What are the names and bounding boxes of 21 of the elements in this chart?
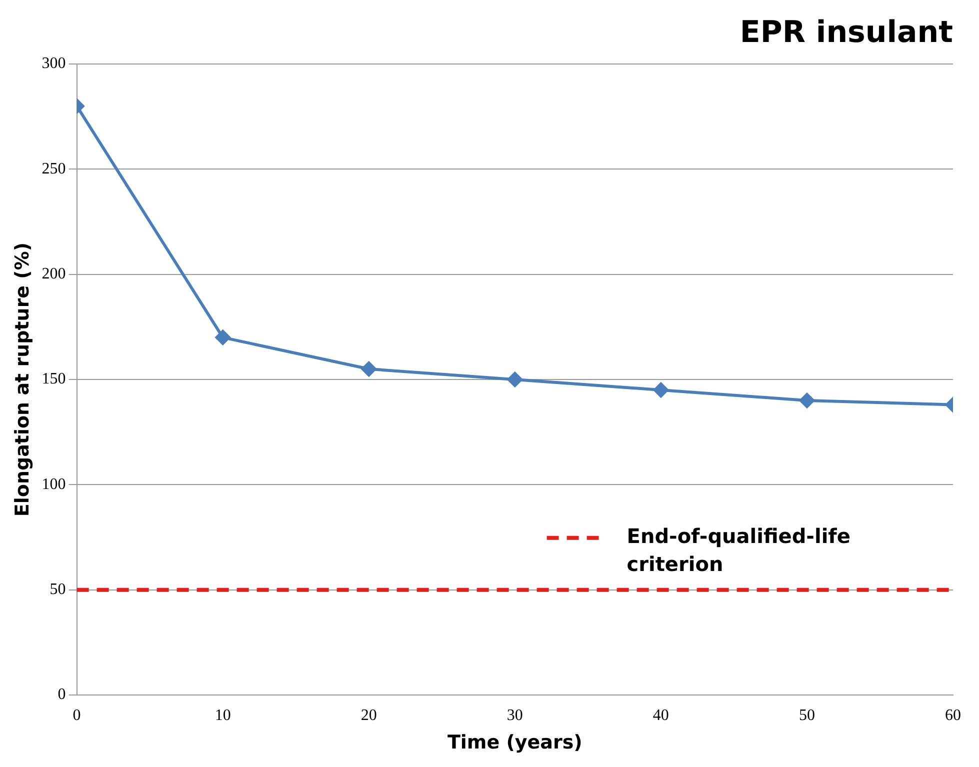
x-tick-label: 40 <box>652 706 669 724</box>
x-axis-title: Time (years) <box>447 732 582 754</box>
x-tick-label: 10 <box>214 706 231 724</box>
legend-label: End-of-qualified-life criterion <box>626 524 850 576</box>
y-tick-label: 200 <box>42 266 66 283</box>
y-tick-label: 150 <box>42 370 66 388</box>
x-tick-label: 20 <box>360 706 377 724</box>
y-tick-label: 250 <box>42 160 66 178</box>
x-tick-label: 50 <box>798 706 815 724</box>
y-axis-title: Elongation at rupture (%) <box>11 242 34 517</box>
y-tick-label: 300 <box>42 55 66 72</box>
point <box>653 382 668 398</box>
y-tick-label: 50 <box>50 581 66 598</box>
point <box>507 372 522 387</box>
x-tick-label: 0 <box>72 706 81 724</box>
x-tick-label: 60 <box>945 706 961 724</box>
x-tick-label: 30 <box>506 706 523 724</box>
point <box>361 361 376 376</box>
y-tick-label: 100 <box>42 476 66 493</box>
y-tick-label: 0 <box>58 686 66 704</box>
chart-title: EPR insulant <box>740 14 953 50</box>
